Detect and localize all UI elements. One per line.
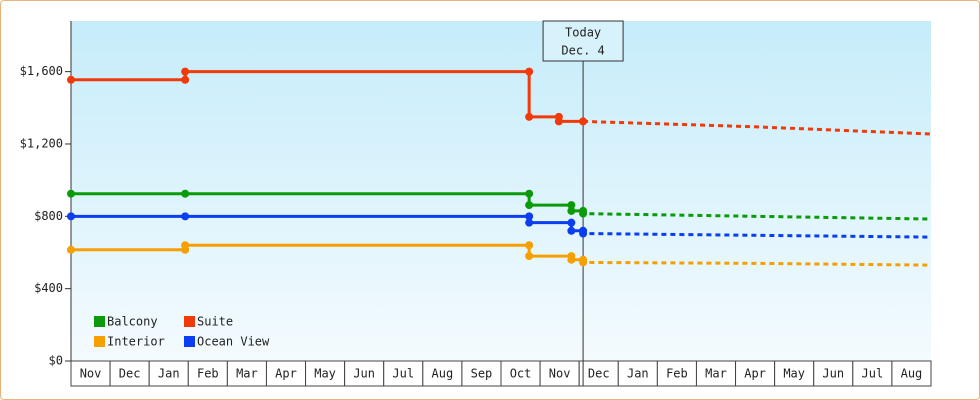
- month-cell: [578, 360, 619, 387]
- price-point: [525, 67, 534, 76]
- price-point: [567, 201, 576, 210]
- price-point: [525, 241, 534, 250]
- price-point: [67, 212, 75, 221]
- x-tick-label: Jun: [353, 367, 375, 381]
- price-point: [181, 75, 190, 84]
- legend-swatch: [94, 316, 105, 327]
- month-cell: [617, 360, 658, 387]
- price-point: [525, 252, 534, 261]
- month-cell: [500, 360, 541, 387]
- y-tick-label: $400: [34, 281, 63, 295]
- x-tick-label: Sep: [471, 367, 493, 381]
- month-cell: [109, 360, 150, 387]
- y-tick-label: $0: [49, 354, 63, 368]
- price-point: [67, 189, 75, 198]
- price-point: [554, 117, 563, 126]
- legend-swatch: [184, 316, 195, 327]
- price-point: [67, 75, 75, 84]
- price-point: [579, 258, 588, 267]
- x-tick-label: Jul: [862, 367, 884, 381]
- month-cell: [656, 360, 697, 387]
- x-tick-label: Jan: [627, 367, 649, 381]
- x-tick-label: May: [314, 367, 336, 381]
- x-tick-label: Mar: [236, 367, 258, 381]
- plot-background: [71, 21, 931, 361]
- month-cell: [344, 360, 385, 387]
- legend-label: Ocean View: [197, 335, 270, 349]
- month-cell: [383, 360, 424, 387]
- month-cell: [539, 360, 580, 387]
- legend-swatch: [184, 336, 195, 347]
- price-point: [579, 117, 588, 126]
- price-point: [525, 212, 534, 221]
- x-tick-label: Feb: [666, 367, 688, 381]
- price-point: [567, 255, 576, 264]
- price-point: [567, 226, 576, 235]
- price-point: [181, 189, 190, 198]
- month-cell: [813, 360, 854, 387]
- price-point: [525, 189, 534, 198]
- x-tick-label: May: [783, 367, 805, 381]
- price-point: [181, 67, 190, 76]
- price-point: [525, 201, 534, 210]
- x-tick-label: Aug: [432, 367, 454, 381]
- month-cell: [461, 360, 502, 387]
- price-point: [579, 209, 588, 218]
- month-cell: [265, 360, 307, 387]
- legend-label: Interior: [107, 335, 165, 349]
- month-cell: [70, 360, 111, 387]
- y-tick-label: $1,200: [20, 136, 63, 150]
- price-point: [525, 218, 534, 227]
- y-tick-label: $800: [34, 209, 63, 223]
- x-tick-label: Oct: [510, 367, 532, 381]
- price-point: [181, 241, 190, 250]
- month-cell: [774, 360, 815, 387]
- x-tick-label: Jun: [822, 367, 844, 381]
- x-tick-label: Jan: [158, 367, 180, 381]
- y-tick-label: $1,600: [20, 64, 63, 78]
- price-point: [579, 229, 588, 238]
- today-date: Dec. 4: [561, 44, 604, 58]
- price-point: [525, 112, 534, 121]
- legend-swatch: [94, 336, 105, 347]
- month-cell: [891, 360, 932, 387]
- x-tick-label: Aug: [901, 367, 923, 381]
- x-tick-label: Nov: [549, 367, 571, 381]
- x-tick-label: Dec: [119, 367, 141, 381]
- forecast-line: [583, 119, 932, 136]
- month-cell: [695, 360, 737, 387]
- price-point: [567, 218, 576, 227]
- price-point: [567, 206, 576, 215]
- x-tick-label: Nov: [80, 367, 102, 381]
- legend-label: Suite: [197, 315, 233, 329]
- month-cell: [305, 360, 346, 387]
- legend-label: Balcony: [107, 315, 158, 329]
- x-tick-label: Jul: [392, 367, 414, 381]
- x-tick-label: Feb: [197, 367, 219, 381]
- x-tick-label: Mar: [705, 367, 727, 381]
- x-tick-label: Dec: [588, 367, 610, 381]
- today-label: Today: [565, 26, 601, 40]
- x-tick-label: Apr: [744, 367, 766, 381]
- price-point: [67, 245, 75, 254]
- price-point: [181, 212, 190, 221]
- today-box: [542, 20, 624, 62]
- month-cell: [735, 360, 776, 387]
- x-tick-label: Apr: [275, 367, 297, 381]
